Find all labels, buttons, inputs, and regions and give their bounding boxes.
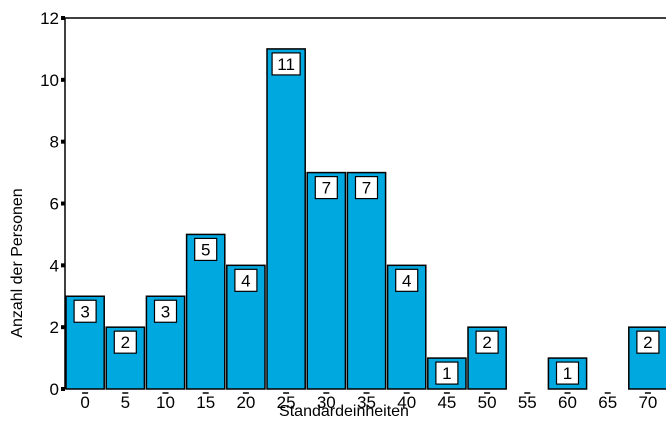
bar-value-label: 4 (241, 271, 250, 290)
bar-value-box (475, 330, 499, 354)
x-axis-ticks: 0 5 10 15 20 25 30 35 40 45 50 55 60 65 70 (80, 392, 657, 412)
x-tick-label: 65 (598, 393, 617, 412)
bar-value-box (555, 361, 580, 385)
bar-value-box (435, 361, 459, 385)
bar-value-label: 7 (362, 179, 371, 198)
bars-group: 3 2 3 5 4 11 7 7 4 1 2 1 2 (65, 48, 666, 390)
x-tick-label: 45 (437, 393, 456, 412)
bar-value-box (271, 52, 301, 76)
bar (266, 48, 306, 390)
bar-value-box (73, 299, 97, 323)
y-tick-label: 6 (50, 195, 59, 214)
x-tick-label: 70 (638, 393, 657, 412)
x-tick-label: 25 (277, 393, 296, 412)
y-tick-label: 10 (40, 71, 59, 90)
bar (306, 171, 347, 390)
y-tick-mark (61, 77, 65, 82)
bar-value-label: 1 (442, 364, 451, 383)
y-tick-label: 0 (50, 380, 59, 399)
y-axis-ticks: 0 2 4 6 8 10 12 (40, 9, 65, 399)
bar (346, 171, 387, 390)
x-tick-label: 55 (518, 393, 537, 412)
y-tick-label: 4 (50, 256, 59, 275)
x-tick-label: 50 (478, 393, 497, 412)
y-tick-mark (61, 201, 65, 206)
bar-value-box (194, 237, 218, 262)
bar-value-label: 2 (482, 333, 491, 352)
x-tick-label: 10 (156, 393, 175, 412)
bar-value-box (153, 299, 178, 323)
bar-value-box (395, 268, 419, 292)
bar-value-label: 3 (80, 302, 89, 321)
y-tick-mark (61, 139, 65, 144)
x-tick-label: 40 (397, 393, 416, 412)
bar-value-label: 11 (277, 55, 295, 74)
y-axis-title: Anzahl der Personen (9, 188, 26, 337)
bar-value-label: 1 (563, 364, 572, 383)
y-tick-label: 12 (40, 9, 59, 28)
bar-value-label: 7 (322, 179, 331, 198)
bar-value-box (314, 175, 338, 200)
y-tick-mark (61, 263, 65, 268)
x-tick-label: 35 (357, 393, 376, 412)
bar-value-label: 2 (643, 333, 652, 352)
x-tick-label: 20 (236, 393, 255, 412)
y-tick-label: 2 (50, 318, 59, 337)
bar-value-box (354, 175, 379, 200)
bar (105, 326, 146, 390)
bar-value-box (113, 330, 137, 354)
x-tick-label: 5 (121, 393, 130, 412)
y-tick-label: 8 (50, 133, 59, 152)
bar-value-box (234, 268, 258, 292)
y-tick-mark (61, 387, 65, 391)
bar-value-label: 2 (121, 333, 130, 352)
bar-value-box (636, 330, 660, 354)
x-axis-title: Standardeinheiten (279, 403, 409, 420)
bar-value-label: 5 (201, 240, 210, 259)
y-tick-mark (61, 16, 65, 20)
x-tick-label: 15 (196, 393, 215, 412)
bar-value-label: 3 (161, 302, 170, 321)
x-tick-label: 30 (317, 393, 336, 412)
x-tick-label: 0 (80, 393, 89, 412)
bar-value-label: 4 (402, 271, 411, 290)
y-tick-mark (61, 325, 65, 330)
x-tick-label: 60 (558, 393, 577, 412)
